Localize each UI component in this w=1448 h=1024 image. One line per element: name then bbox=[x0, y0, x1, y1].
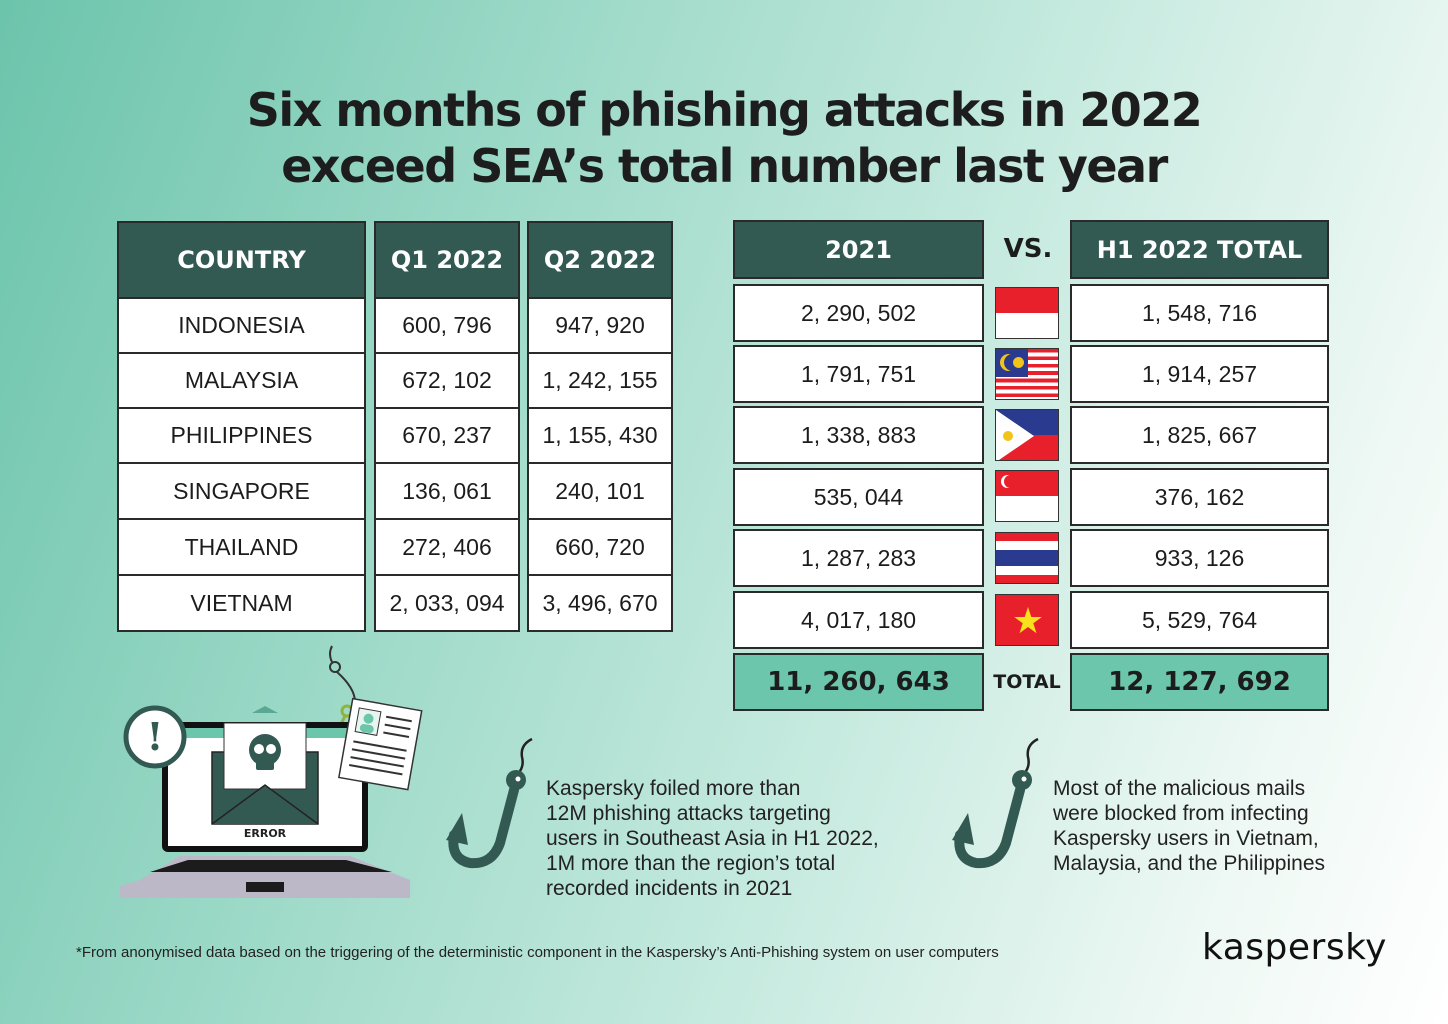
q2-cell: 3, 496, 670 bbox=[527, 574, 673, 632]
header-q1: Q1 2022 bbox=[374, 221, 520, 299]
value-2021: 1, 791, 751 bbox=[733, 345, 984, 403]
note-left-line: 1M more than the region’s total bbox=[546, 852, 836, 875]
value-h1-2022: 1, 914, 257 bbox=[1070, 345, 1329, 403]
philippines-flag-icon bbox=[995, 409, 1059, 461]
country-cell: PHILIPPINES bbox=[117, 407, 366, 464]
q2-cell: 1, 155, 430 bbox=[527, 407, 673, 464]
header-2021: 2021 bbox=[733, 220, 984, 279]
laptop-icon bbox=[120, 645, 423, 898]
country-cell: VIETNAM bbox=[117, 574, 366, 632]
title-line-2: exceed SEA’s total number last year bbox=[281, 139, 1168, 193]
note-right-line: were blocked from infecting bbox=[1053, 802, 1309, 825]
page-title: Six months of phishing attacks in 2022 e… bbox=[0, 82, 1448, 194]
alert-icon: ! bbox=[146, 714, 164, 759]
value-h1-2022: 5, 529, 764 bbox=[1070, 591, 1329, 649]
note-left-line: users in Southeast Asia in H1 2022, bbox=[546, 827, 879, 850]
fishing-hook-icon bbox=[440, 735, 540, 875]
error-label: ERROR bbox=[243, 827, 287, 840]
note-left-line: Kaspersky foiled more than bbox=[546, 777, 801, 800]
vietnam-flag-icon bbox=[995, 594, 1059, 646]
q1-cell: 136, 061 bbox=[374, 462, 520, 520]
note-right-line: Most of the malicious mails bbox=[1053, 777, 1306, 800]
q2-cell: 947, 920 bbox=[527, 297, 673, 354]
value-h1-2022: 376, 162 bbox=[1070, 468, 1329, 526]
note-right-line: Malaysia, and the Philippines bbox=[1053, 852, 1325, 875]
title-line-1: Six months of phishing attacks in 2022 bbox=[246, 83, 1203, 137]
note-left-line: recorded incidents in 2021 bbox=[546, 877, 793, 900]
country-cell: THAILAND bbox=[117, 518, 366, 576]
value-h1-2022: 933, 126 bbox=[1070, 529, 1329, 587]
kaspersky-logo: kaspersky bbox=[1202, 927, 1387, 968]
total-label: TOTAL bbox=[993, 671, 1061, 693]
value-h1-2022: 1, 825, 667 bbox=[1070, 406, 1329, 464]
country-cell: INDONESIA bbox=[117, 297, 366, 354]
total-h1-2022: 12, 127, 692 bbox=[1070, 653, 1329, 711]
vs-label: VS. bbox=[1003, 234, 1053, 264]
note-left-line: 12M phishing attacks targeting bbox=[546, 802, 831, 825]
country-cell: MALAYSIA bbox=[117, 352, 366, 409]
q1-cell: 2, 033, 094 bbox=[374, 574, 520, 632]
q1-cell: 272, 406 bbox=[374, 518, 520, 576]
q2-cell: 660, 720 bbox=[527, 518, 673, 576]
header-q2: Q2 2022 bbox=[527, 221, 673, 299]
q1-cell: 670, 237 bbox=[374, 407, 520, 464]
value-2021: 2, 290, 502 bbox=[733, 284, 984, 342]
q1-cell: 672, 102 bbox=[374, 352, 520, 409]
total-2021: 11, 260, 643 bbox=[733, 653, 984, 711]
phishing-laptop-illustration: ! ERROR bbox=[110, 640, 430, 910]
value-2021: 4, 017, 180 bbox=[733, 591, 984, 649]
indonesia-flag-icon bbox=[995, 287, 1059, 339]
q2-cell: 240, 101 bbox=[527, 462, 673, 520]
thailand-flag-icon bbox=[995, 532, 1059, 584]
header-country: COUNTRY bbox=[117, 221, 366, 299]
header-h1-2022-total: H1 2022 TOTAL bbox=[1070, 220, 1329, 279]
value-h1-2022: 1, 548, 716 bbox=[1070, 284, 1329, 342]
value-2021: 535, 044 bbox=[733, 468, 984, 526]
footnote: *From anonymised data based on the trigg… bbox=[76, 944, 999, 961]
country-cell: SINGAPORE bbox=[117, 462, 366, 520]
q1-cell: 600, 796 bbox=[374, 297, 520, 354]
value-2021: 1, 287, 283 bbox=[733, 529, 984, 587]
value-2021: 1, 338, 883 bbox=[733, 406, 984, 464]
q2-cell: 1, 242, 155 bbox=[527, 352, 673, 409]
note-right: Most of the malicious mails were blocked… bbox=[1053, 776, 1325, 876]
malaysia-flag-icon bbox=[995, 348, 1059, 400]
note-right-line: Kaspersky users in Vietnam, bbox=[1053, 827, 1319, 850]
fishing-hook-icon bbox=[946, 735, 1046, 875]
singapore-flag-icon bbox=[995, 470, 1059, 522]
note-left: Kaspersky foiled more than 12M phishing … bbox=[546, 776, 879, 901]
